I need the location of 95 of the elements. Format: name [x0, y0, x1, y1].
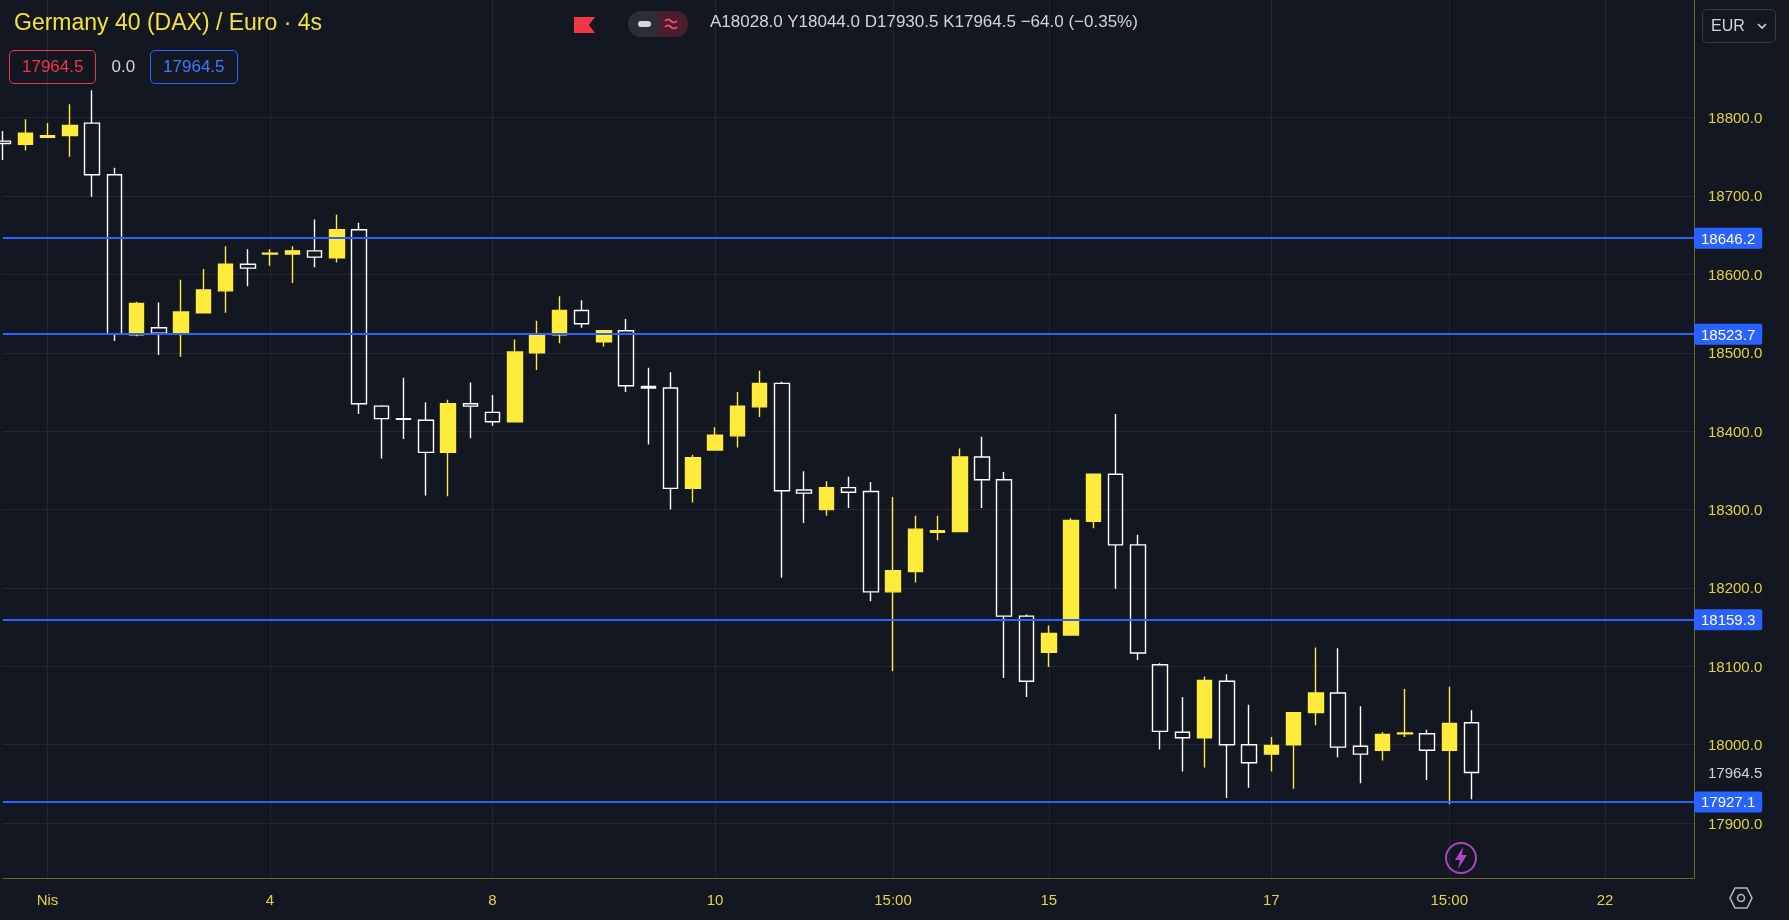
candlestick: [417, 401, 435, 497]
ref-line-label: 18523.7: [1701, 325, 1756, 343]
candlestick: [150, 301, 168, 356]
candlestick: [128, 301, 145, 338]
candlestick: [929, 515, 946, 541]
y-tick-label: 18600.0: [1708, 265, 1763, 283]
candlestick: [1085, 472, 1102, 530]
candlestick: [1307, 646, 1325, 726]
candlestick: [439, 399, 457, 497]
ref-line-label: 18159.3: [1701, 611, 1756, 629]
candlestick: [528, 319, 546, 371]
candlestick: [617, 318, 635, 393]
candlestick: [995, 471, 1013, 679]
y-tick-label: 18400.0: [1708, 422, 1763, 440]
x-tick-label: 15:00: [1430, 891, 1469, 908]
candlestick: [106, 167, 123, 342]
y-tick-label: 18800.0: [1708, 109, 1763, 127]
candlestick: [840, 475, 857, 509]
candlestick: [1018, 613, 1035, 698]
candlestick: [1263, 736, 1280, 773]
candlestick: [862, 481, 880, 602]
candlestick: [328, 214, 346, 264]
y-tick-label: 18300.0: [1708, 501, 1763, 519]
y-tick-label: 18000.0: [1708, 736, 1763, 754]
y-tick-label: 18500.0: [1708, 344, 1763, 362]
candlestick: [1352, 705, 1369, 784]
candlestick: [306, 218, 323, 269]
candlestick: [395, 377, 412, 440]
candlestick: [729, 391, 746, 449]
candlestick: [1418, 729, 1436, 781]
candlestick: [662, 371, 679, 511]
annotation: 17964.5: [9, 50, 97, 84]
candlestick: [1374, 731, 1391, 762]
candlestick: [1441, 686, 1458, 806]
candlestick: [1396, 688, 1414, 738]
candlestick: [1463, 709, 1480, 800]
candlestick: [195, 268, 212, 315]
candlestick: [973, 435, 991, 509]
candlestick: [217, 245, 234, 314]
candlestick: [284, 245, 301, 284]
y-tick-label: 18700.0: [1708, 187, 1763, 205]
x-tick-label: Nis: [36, 891, 59, 908]
candlestick: [1040, 624, 1058, 668]
y-axis-title: EUR: [1711, 17, 1745, 35]
y-tick-label: 18200.0: [1708, 579, 1763, 597]
annotation: 0.0: [110, 56, 137, 78]
candlestick: [795, 470, 813, 524]
candlestick: [1196, 675, 1213, 769]
candlestick: [1174, 696, 1191, 773]
candlestick: [239, 248, 257, 287]
x-tick-label: 8: [488, 891, 497, 908]
x-tick-label: 17: [1262, 891, 1280, 908]
candlestick: [640, 366, 657, 446]
candlestick: [573, 299, 590, 329]
text: A18028.0 Y18044.0 D17930.5 K17964.5 −64.0 (−0.35%): [710, 12, 1138, 32]
ref-line-label: 18646.2: [1701, 229, 1756, 247]
candlestick: [1218, 673, 1236, 799]
candlestick: [1285, 711, 1302, 790]
candlestick: [17, 118, 34, 152]
y-tick-label: 17964.5: [1708, 764, 1763, 782]
candlestick: [506, 338, 524, 424]
x-tick-label: 10: [706, 891, 724, 908]
candlestick: [551, 295, 568, 345]
candlestick: [1107, 413, 1124, 590]
annotation: 17964.5: [150, 50, 238, 84]
candlestick: [1329, 647, 1347, 758]
x-tick-label: 15:00: [874, 891, 912, 908]
x-tick-label: 4: [265, 891, 275, 908]
candlestick: [350, 221, 368, 415]
candlestick: [373, 404, 390, 460]
candlestick: [818, 480, 835, 517]
candlestick: [61, 103, 79, 158]
candlestick: [261, 248, 279, 267]
candlestick: [39, 122, 56, 139]
y-tick-label: 18100.0: [1708, 657, 1763, 675]
chart-title: Germany 40 (DAX) / Euro · 4s: [14, 9, 323, 36]
candlestick: [951, 447, 969, 533]
candlestick: [751, 370, 768, 418]
x-tick-label: 22: [1596, 891, 1614, 908]
candlestick: [1062, 517, 1080, 637]
candlestick: [1240, 704, 1258, 789]
candlestick: [773, 381, 791, 579]
candlestick: [172, 279, 190, 358]
candlestick: [484, 394, 501, 427]
candlestick: [684, 453, 702, 504]
candlestick: [462, 381, 479, 439]
x-tick-label: 15: [1040, 891, 1058, 908]
candlestick: [1151, 662, 1169, 751]
candlestick: [907, 515, 924, 584]
ref-line-label: 17927.1: [1701, 793, 1756, 811]
candlestick: [884, 496, 902, 672]
candlestick: [83, 89, 101, 198]
y-tick-label: 17900.0: [1708, 814, 1763, 832]
candlestick: [1129, 533, 1147, 661]
candlestick: [706, 426, 724, 452]
